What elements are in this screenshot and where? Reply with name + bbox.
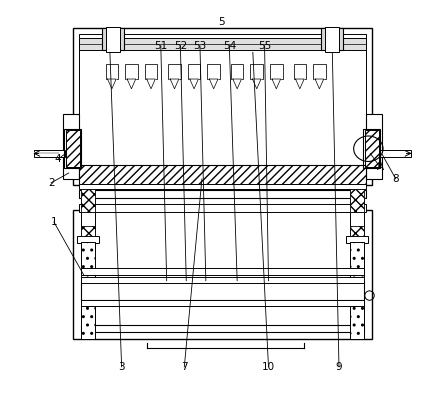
Bar xyxy=(350,226,365,236)
Polygon shape xyxy=(127,79,136,89)
Bar xyxy=(350,242,365,328)
Bar xyxy=(365,114,382,179)
Polygon shape xyxy=(253,79,261,89)
Bar xyxy=(66,130,80,167)
Bar xyxy=(350,306,365,340)
Text: 5: 5 xyxy=(218,17,225,27)
Bar xyxy=(78,184,366,189)
Bar xyxy=(81,306,95,340)
Bar xyxy=(321,28,343,50)
Polygon shape xyxy=(295,79,304,89)
Text: 2: 2 xyxy=(48,178,54,188)
Polygon shape xyxy=(315,79,324,89)
Text: 9: 9 xyxy=(336,362,342,372)
Polygon shape xyxy=(272,79,280,89)
Bar xyxy=(325,27,339,52)
Bar xyxy=(73,28,372,185)
Bar xyxy=(363,129,381,168)
Bar xyxy=(250,64,263,79)
Bar xyxy=(105,64,118,79)
Text: A: A xyxy=(377,162,384,172)
Text: 51: 51 xyxy=(154,41,167,51)
Bar xyxy=(78,38,366,50)
Bar xyxy=(380,149,412,157)
Bar xyxy=(81,325,365,332)
Bar xyxy=(102,28,124,50)
Polygon shape xyxy=(108,79,116,89)
Polygon shape xyxy=(147,79,155,89)
Bar xyxy=(350,179,365,242)
Text: 52: 52 xyxy=(174,41,187,51)
Bar xyxy=(78,190,366,198)
Text: 54: 54 xyxy=(223,41,236,51)
Bar xyxy=(145,64,157,79)
Text: 8: 8 xyxy=(392,174,399,184)
Bar xyxy=(81,179,95,242)
Text: 7: 7 xyxy=(181,362,187,372)
Polygon shape xyxy=(210,79,218,89)
Polygon shape xyxy=(233,79,241,89)
Text: 55: 55 xyxy=(258,41,271,51)
Bar xyxy=(63,114,79,179)
Bar xyxy=(346,236,368,243)
Bar xyxy=(81,277,365,283)
Bar xyxy=(34,152,59,154)
Bar xyxy=(125,64,138,79)
Bar xyxy=(81,242,95,328)
Bar xyxy=(294,64,306,79)
Bar xyxy=(81,300,365,306)
Text: 10: 10 xyxy=(262,362,275,372)
Bar xyxy=(81,189,95,212)
Bar xyxy=(270,64,283,79)
Bar xyxy=(207,64,220,79)
Polygon shape xyxy=(170,79,179,89)
Text: 3: 3 xyxy=(118,362,125,372)
Polygon shape xyxy=(190,79,198,89)
Bar xyxy=(73,210,372,340)
Text: 4: 4 xyxy=(54,154,61,164)
Bar xyxy=(188,64,200,79)
Bar xyxy=(168,64,181,79)
Bar xyxy=(350,189,365,212)
Bar xyxy=(78,165,366,185)
Bar xyxy=(313,64,326,79)
Bar xyxy=(78,34,366,179)
Text: 1: 1 xyxy=(51,217,57,227)
Bar xyxy=(81,268,365,275)
Bar xyxy=(64,129,82,168)
Text: 53: 53 xyxy=(193,41,206,51)
Bar xyxy=(78,204,366,212)
Bar xyxy=(106,27,120,52)
Bar xyxy=(34,149,65,157)
Bar xyxy=(81,281,365,300)
Bar xyxy=(81,226,95,236)
Bar xyxy=(365,130,379,167)
Bar xyxy=(78,236,98,243)
Bar xyxy=(231,64,244,79)
